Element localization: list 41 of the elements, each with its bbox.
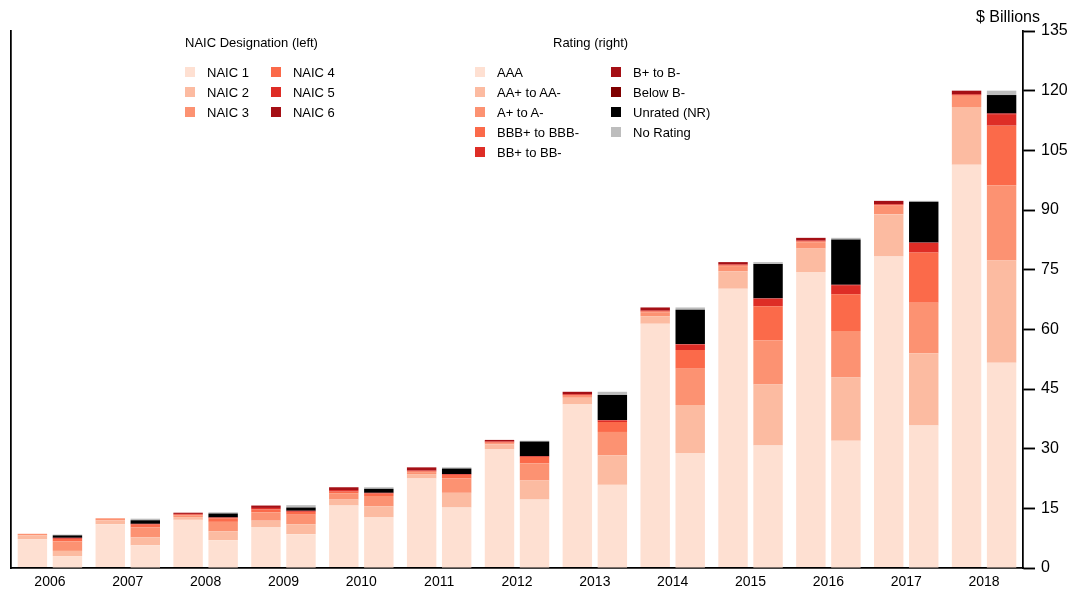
x-tick-label: 2016 xyxy=(812,573,845,590)
x-tick-label: 2013 xyxy=(579,573,611,590)
x-tick-label: 2008 xyxy=(190,573,222,590)
y-tick-label: 120 xyxy=(1041,81,1068,99)
x-tick-label: 2007 xyxy=(112,573,144,590)
legend-label: B+ to B- xyxy=(633,64,681,80)
legend-label: NAIC 4 xyxy=(292,64,335,80)
x-tick-label: 2015 xyxy=(734,573,767,590)
y-tick-label: 45 xyxy=(1041,379,1059,397)
x-tick-label: 2014 xyxy=(657,573,689,590)
x-tick-label: 2011 xyxy=(424,573,455,590)
y-tick-label: 60 xyxy=(1041,319,1059,337)
legend-label: NAIC 2 xyxy=(207,84,249,100)
legend-title: NAIC Designation (left) xyxy=(185,35,319,50)
legend-label: BB+ to BB- xyxy=(497,144,562,160)
legend-label: AAA xyxy=(497,64,524,80)
legend-label: A+ to A- xyxy=(497,104,544,120)
x-tick-label: 2018 xyxy=(968,573,1000,590)
x-tick-label: 2017 xyxy=(890,573,923,590)
legend-label: Unrated (NR) xyxy=(633,104,711,120)
legend-label: BBB+ to BBB- xyxy=(497,124,580,140)
y-tick-label: 75 xyxy=(1041,260,1059,278)
x-tick-label: 2012 xyxy=(501,573,533,590)
y-tick-label: 15 xyxy=(1041,498,1059,516)
x-tick-label: 2009 xyxy=(267,573,300,590)
legend-label: NAIC 3 xyxy=(207,104,249,120)
x-tick-label: 2006 xyxy=(34,573,66,590)
y-tick-label: 30 xyxy=(1041,439,1059,457)
legend-label: NAIC 5 xyxy=(292,84,335,100)
legend-label: NAIC 6 xyxy=(292,104,335,120)
legend-label: No Rating xyxy=(633,124,691,140)
legend-label: Below B- xyxy=(633,84,686,100)
legend-title: Rating (right) xyxy=(553,35,630,50)
y-tick-label: 135 xyxy=(1041,21,1068,39)
y-axis-title: $ Billions xyxy=(975,8,1040,26)
y-tick-label: 0 xyxy=(1041,558,1050,576)
legend-label: NAIC 1 xyxy=(207,64,249,80)
legend-label: AA+ to AA- xyxy=(497,84,561,100)
y-tick-label: 105 xyxy=(1041,140,1068,158)
x-tick-label: 2010 xyxy=(345,573,378,590)
y-tick-label: 90 xyxy=(1041,200,1059,218)
